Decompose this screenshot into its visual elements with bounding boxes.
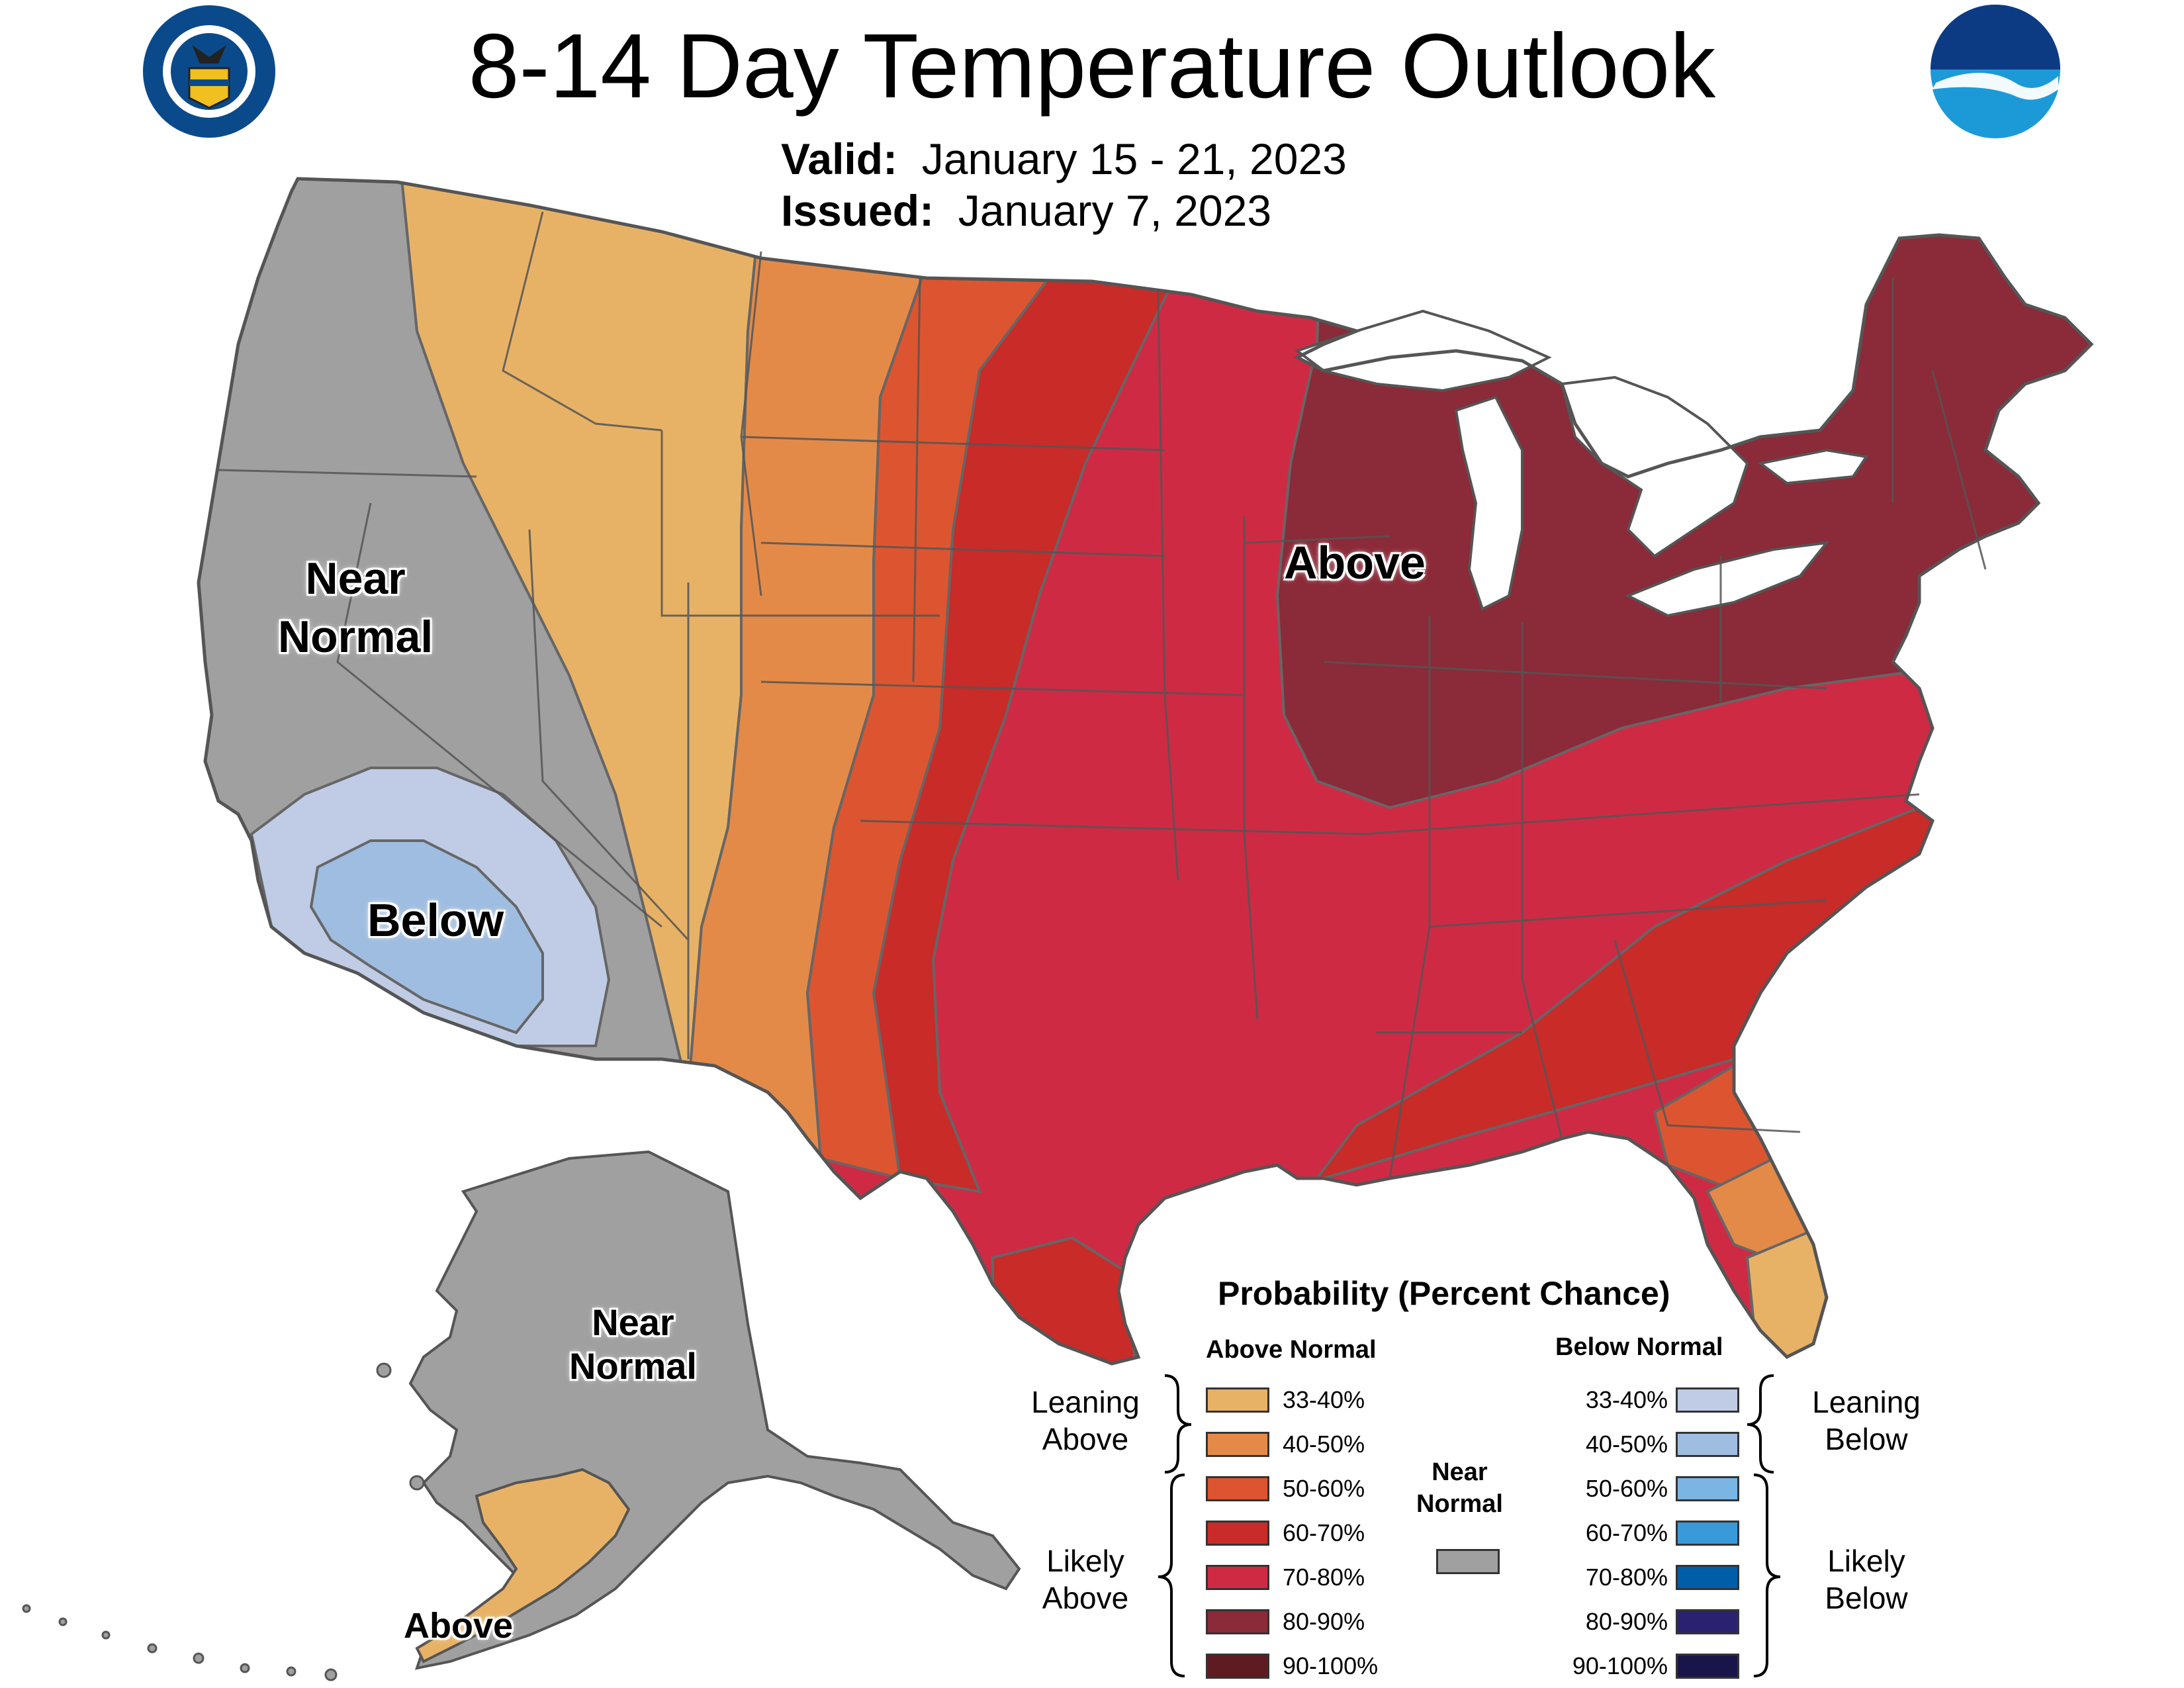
legend-likely-below: Likely Below (1825, 1544, 1908, 1615)
conus-outline (197, 177, 2094, 1366)
legend-below-swatch-5 (1676, 1565, 1739, 1590)
conus-near-normal-label: Near Normal (278, 553, 433, 662)
valid-value: January 15 - 21, 2023 (921, 134, 1347, 183)
legend-above-swatch-2 (1206, 1432, 1269, 1457)
legend-above-swatch-5 (1206, 1565, 1269, 1590)
likely-above-60-region (872, 179, 1260, 1194)
commerce-seal (143, 5, 275, 138)
legend-below-label-4: 60-70% (1585, 1519, 1668, 1546)
legend-likely-above: Likely Above (1042, 1544, 1129, 1615)
aleutian-islands (22, 1362, 425, 1681)
legend-above-label-6: 80-90% (1283, 1608, 1365, 1635)
legend-leaning-below: Leaning Below (1812, 1385, 1921, 1456)
issued-label: Issued: (781, 186, 934, 235)
legend-below-label-1: 33-40% (1585, 1386, 1668, 1413)
legend-below-swatch-7 (1676, 1654, 1739, 1679)
legend-above-swatch-4 (1206, 1521, 1269, 1546)
legend-near-normal-swatch (1436, 1549, 1500, 1574)
legend-below-swatch-4 (1676, 1521, 1739, 1546)
date-block: Valid: January 15 - 21, 2023 Issued: Jan… (781, 132, 1347, 236)
legend-title: Probability (Percent Chance) (1218, 1275, 1670, 1312)
legend-above-header: Above Normal (1206, 1336, 1377, 1364)
legend-below-swatch-6 (1676, 1609, 1739, 1634)
legend-above-label-5: 70-80% (1283, 1564, 1365, 1591)
legend-above-swatch-1 (1206, 1387, 1269, 1413)
legend-below-swatch-3 (1676, 1476, 1739, 1501)
legend-above-label-1: 33-40% (1283, 1386, 1365, 1413)
lean-below-40-region (309, 839, 544, 1035)
legend-below-swatch-2 (1676, 1432, 1739, 1457)
page-title: 8-14 Day Temperature Outlook (468, 15, 1716, 117)
legend-above-swatch-7 (1206, 1654, 1269, 1679)
legend-near-normal: Near Normal (1416, 1458, 1503, 1518)
noaa-logo (1931, 5, 2060, 138)
legend-above-label-7: 90-100% (1283, 1652, 1379, 1679)
legend-below-label-5: 70-80% (1585, 1564, 1668, 1591)
issued-value: January 7, 2023 (958, 186, 1272, 235)
alaska-above-label: Above (404, 1606, 514, 1646)
alaska-above-region (415, 1468, 631, 1664)
valid-label: Valid: (781, 134, 898, 183)
legend-above-label-2: 40-50% (1283, 1430, 1365, 1458)
conus-below-label: Below (367, 894, 504, 946)
legend-below-label-2: 40-50% (1585, 1430, 1668, 1458)
legend-above-swatch-3 (1206, 1476, 1269, 1501)
legend-braces (1158, 1374, 1781, 1677)
legend-below-header: Below Normal (1555, 1333, 1723, 1361)
conus-above-label: Above (1284, 537, 1426, 588)
state-boundaries (218, 211, 1987, 1179)
legend-above-label-4: 60-70% (1283, 1519, 1365, 1546)
legend-below-label-7: 90-100% (1572, 1652, 1668, 1679)
legend-leaning-above: Leaning Above (1031, 1385, 1140, 1456)
alaska-near-normal-label: Near Normal (569, 1301, 697, 1387)
legend-above-label-3: 50-60% (1283, 1475, 1365, 1502)
legend-below-swatch-1 (1676, 1387, 1739, 1413)
legend-below-label-3: 50-60% (1585, 1475, 1668, 1502)
legend-below-label-6: 80-90% (1585, 1608, 1668, 1635)
legend-above-swatch-6 (1206, 1609, 1269, 1634)
